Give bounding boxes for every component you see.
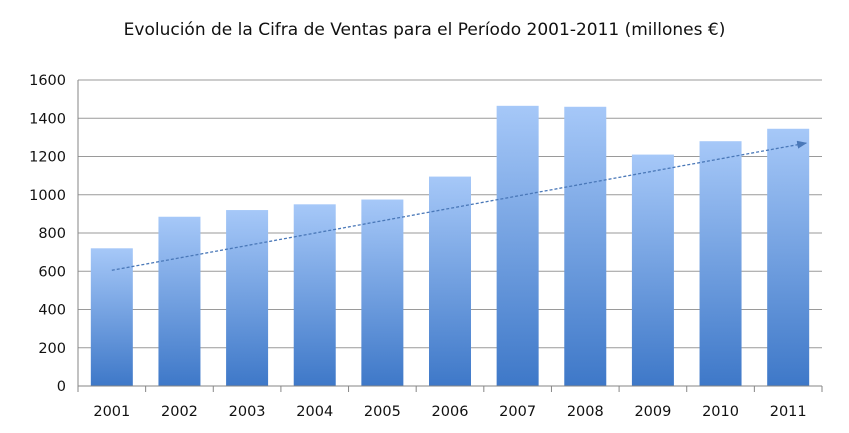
bar-2003 [226, 210, 269, 386]
bar-2002 [158, 216, 201, 386]
y-tick-label: 200 [38, 341, 66, 357]
trendline [111, 140, 808, 271]
bars [90, 105, 810, 387]
y-tick-label: 0 [57, 379, 66, 395]
x-tick-label: 2004 [296, 404, 333, 420]
bar-2011 [767, 128, 810, 387]
x-tick-label: 2003 [229, 404, 266, 420]
bar-2001 [90, 248, 133, 386]
x-tick-label: 2008 [567, 404, 604, 420]
x-axis-ticks: 2001 2002 2003 2004 2005 2006 2007 2008 2009 2010… [93, 404, 806, 420]
bar-2006 [429, 176, 471, 386]
axes [77, 80, 823, 392]
x-tick-label: 2005 [364, 404, 401, 420]
y-tick-label: 400 [38, 303, 66, 319]
y-tick-label: 1600 [29, 73, 66, 89]
y-tick-label: 1200 [29, 150, 66, 166]
y-tick-label: 800 [38, 226, 66, 242]
y-tick-label: 1400 [29, 111, 66, 127]
x-tick-label: 2006 [432, 404, 469, 420]
x-tick-label: 2009 [634, 404, 671, 420]
x-tick-label: 2010 [702, 404, 739, 420]
bar-2009 [631, 154, 674, 386]
chart-title: Evolución de la Cifra de Ventas para el … [123, 20, 726, 40]
y-axis-ticks: 0 200 400 600 800 1000 1200 1400 1600 [29, 73, 66, 395]
x-tick-label: 2001 [93, 404, 130, 420]
bar-2010 [699, 141, 742, 386]
bar-2008 [564, 106, 607, 387]
x-tick-label: 2007 [499, 404, 536, 420]
x-tick-label: 2011 [770, 404, 807, 420]
bar-2005 [361, 199, 404, 386]
bar-2007 [496, 105, 539, 386]
x-tick-label: 2002 [161, 404, 198, 420]
bar-2004 [293, 204, 336, 386]
y-tick-label: 1000 [29, 188, 66, 204]
y-tick-label: 600 [38, 264, 66, 280]
trendline-group [111, 140, 808, 271]
